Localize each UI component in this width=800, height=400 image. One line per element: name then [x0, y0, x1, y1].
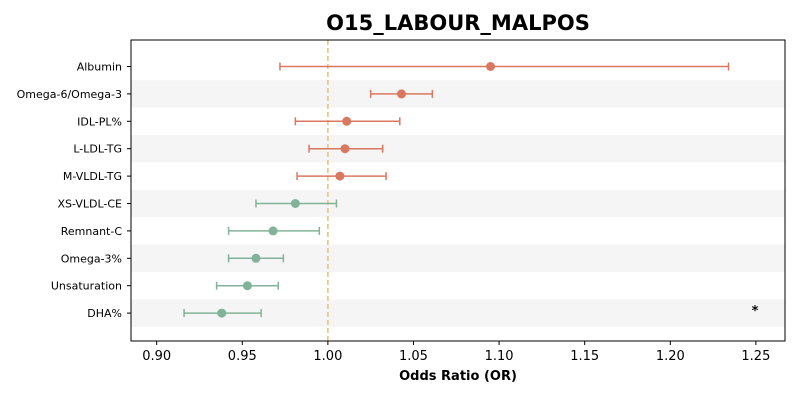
or-point [268, 226, 278, 236]
x-ticks: 0.90 0.95 1.00 1.05 1.10 1.15 1.20 1.25 [142, 341, 770, 364]
y-tick-label: L-LDL-TG [73, 143, 122, 156]
x-tick-label: 0.95 [228, 349, 257, 364]
data-marks: * [183, 62, 759, 319]
y-tick-labels: Albumin Omega-6/Omega-3 IDL-PL% L-LDL-TG M-V… [17, 61, 131, 320]
x-tick-label: 0.90 [142, 349, 171, 364]
or-point [340, 144, 350, 154]
y-tick-label: Albumin [77, 61, 122, 74]
x-tick-label: 1.10 [485, 349, 514, 364]
or-point [242, 281, 252, 291]
y-tick-label: XS-VLDL-CE [57, 198, 122, 211]
or-point [290, 199, 300, 208]
x-tick-label: 1.25 [741, 349, 770, 364]
or-point [486, 62, 496, 71]
row-band [131, 135, 785, 163]
row-bands [131, 80, 785, 327]
x-tick-label: 1.15 [570, 349, 599, 364]
y-tick-label: Omega-3% [61, 252, 122, 265]
y-tick-label: Remnant-C [61, 225, 123, 238]
y-tick-label: IDL-PL% [77, 115, 122, 128]
or-point [251, 253, 261, 263]
or-point [217, 308, 227, 318]
y-tick-label: Omega-6/Omega-3 [17, 88, 122, 101]
or-point [397, 89, 407, 99]
row-band [131, 80, 785, 108]
x-tick-label: 1.00 [313, 349, 342, 364]
y-tick-label: DHA% [87, 307, 122, 320]
x-axis-label: Odds Ratio (OR) [399, 369, 517, 384]
x-tick-label: 1.20 [656, 349, 685, 364]
row-band [131, 189, 785, 218]
plot-frame [130, 39, 786, 342]
or-point [335, 171, 345, 181]
chart-title: O15_LABOUR_MALPOS [326, 11, 590, 35]
y-tick-label: M-VLDL-TG [63, 170, 122, 183]
x-tick-label: 1.05 [399, 349, 428, 364]
or-point [342, 116, 352, 126]
y-tick-label: Unsaturation [51, 280, 122, 293]
significance-marker: * [752, 304, 759, 319]
